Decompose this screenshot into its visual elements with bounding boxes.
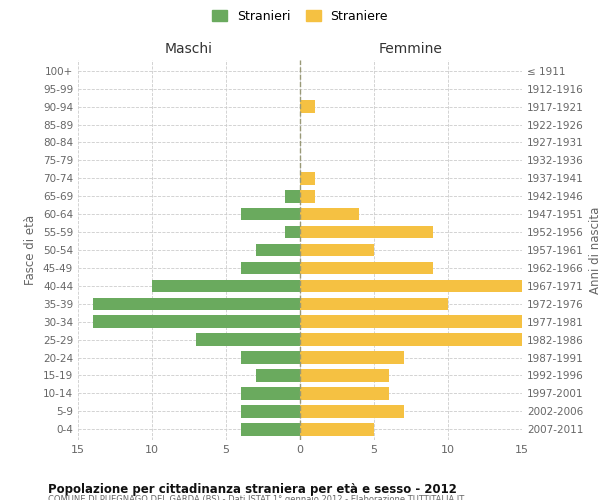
Bar [300,172,315,184]
Bar [300,190,315,202]
Bar [300,244,374,256]
Text: COMUNE DI PUEGNAGO DEL GARDA (BS) - Dati ISTAT 1° gennaio 2012 - Elaborazione TU: COMUNE DI PUEGNAGO DEL GARDA (BS) - Dati… [48,495,464,500]
Bar [300,280,522,292]
Bar [196,334,300,346]
Bar [300,405,404,417]
Bar [93,316,300,328]
Bar [241,423,300,436]
Bar [241,352,300,364]
Bar [241,208,300,220]
Text: Maschi: Maschi [165,42,213,56]
Text: Femmine: Femmine [379,42,443,56]
Bar [241,405,300,417]
Bar [300,316,522,328]
Bar [300,387,389,400]
Bar [241,387,300,400]
Y-axis label: Fasce di età: Fasce di età [25,215,37,285]
Legend: Stranieri, Straniere: Stranieri, Straniere [208,6,392,26]
Bar [300,423,374,436]
Text: Popolazione per cittadinanza straniera per età e sesso - 2012: Popolazione per cittadinanza straniera p… [48,482,457,496]
Bar [256,244,300,256]
Bar [285,226,300,238]
Bar [300,298,448,310]
Bar [300,369,389,382]
Bar [300,262,433,274]
Bar [300,226,433,238]
Bar [152,280,300,292]
Bar [285,190,300,202]
Bar [300,334,522,346]
Bar [241,262,300,274]
Bar [300,100,315,113]
Bar [256,369,300,382]
Bar [300,352,404,364]
Bar [300,208,359,220]
Bar [93,298,300,310]
Y-axis label: Anni di nascita: Anni di nascita [589,206,600,294]
